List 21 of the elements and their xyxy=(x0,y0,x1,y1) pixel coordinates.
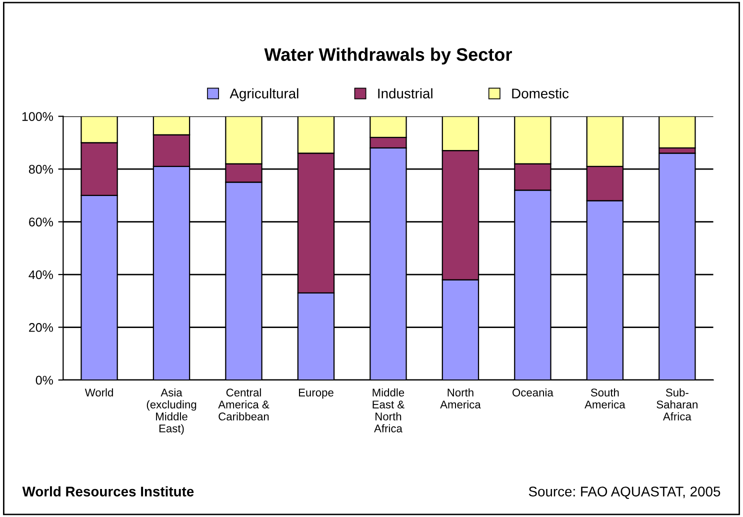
y-tick-label: 0% xyxy=(36,376,53,385)
legend-label: Domestic xyxy=(512,88,569,98)
y-tick-label: 20% xyxy=(29,323,53,332)
y-tick-label: 80% xyxy=(28,164,53,174)
x-tick-label: North America xyxy=(440,388,481,408)
legend-label: Industrial xyxy=(378,88,432,98)
x-tick-label: Asia (excluding Middle East) xyxy=(146,388,196,435)
legend-label: Agricultural xyxy=(230,88,298,102)
y-tick-label: 60% xyxy=(29,218,53,226)
x-tick-label: World xyxy=(84,388,113,396)
y-tick-label: 40% xyxy=(28,270,53,280)
x-tick-label: Middle East & North Africa xyxy=(372,388,404,432)
y-tick-label: 100% xyxy=(22,112,53,121)
x-tick-label: Central America & Caribbean xyxy=(218,388,270,420)
source-note: Source: FAO AQUASTAT, 2005 xyxy=(528,486,720,499)
x-tick-label: Sub- Saharan Africa xyxy=(656,388,698,420)
text: World Resources Institute xyxy=(22,486,194,496)
chart-title: Water Withdrawals by Sector xyxy=(264,48,512,65)
x-tick-label: Oceania xyxy=(512,388,554,396)
x-tick-label: Europe xyxy=(298,388,334,399)
x-tick-label: South America xyxy=(584,388,626,408)
